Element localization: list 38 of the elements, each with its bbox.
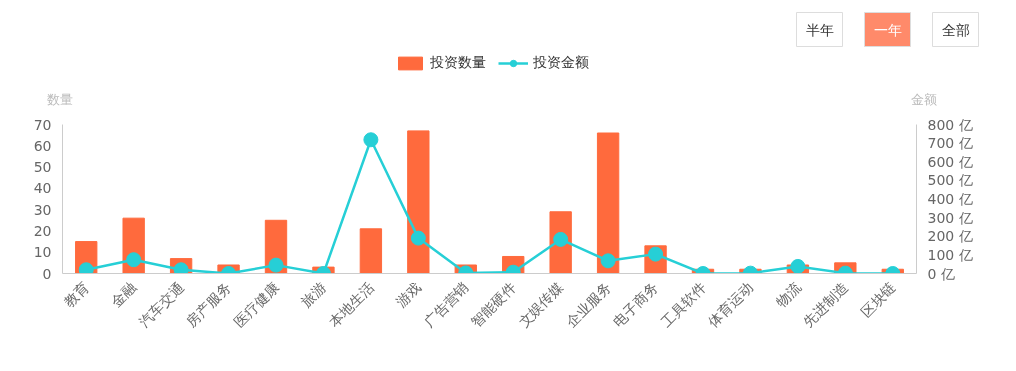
- y2-axis-title: 金额: [910, 91, 937, 107]
- x-tick-label: 医疗健康: [230, 278, 282, 330]
- text: 全部: [941, 21, 970, 38]
- point: [790, 258, 806, 274]
- y-axis-title: 数量: [46, 91, 73, 107]
- x-tick-label: 区块链: [857, 278, 899, 320]
- y2-tick-label: 100 亿: [927, 246, 973, 263]
- y2-tick-label: 500 亿: [927, 172, 973, 189]
- y-tick-label: 30: [33, 201, 52, 218]
- y2-tick-label: 700 亿: [927, 135, 973, 152]
- bar: [407, 130, 430, 274]
- legend-label: 投资金额: [533, 54, 589, 72]
- y2-tick-label: 0 亿: [927, 265, 955, 282]
- y-tick-label: 70: [33, 116, 52, 133]
- point: [410, 230, 426, 246]
- text: 半年: [805, 21, 834, 38]
- x-tick-label: 游戏: [392, 278, 424, 310]
- x-tick-label: 金融: [108, 278, 140, 310]
- y-tick-label: 0: [42, 265, 52, 282]
- x-tick-label: 物流: [772, 278, 804, 310]
- bar: [359, 228, 383, 274]
- point: [363, 132, 379, 148]
- x-tick-label: 教育: [60, 278, 92, 310]
- legend-label: 投资数量: [430, 54, 486, 72]
- y-tick-label: 20: [33, 222, 52, 239]
- y-tick-label: 60: [33, 137, 52, 154]
- point: [173, 262, 189, 274]
- y2-tick-label: 200 亿: [927, 228, 973, 245]
- y-tick-label: 10: [33, 244, 52, 261]
- y2-tick-label: 400 亿: [927, 191, 973, 207]
- y2-tick-label: 600 亿: [927, 153, 973, 170]
- y2-tick-label: 800 亿: [927, 116, 973, 133]
- y-tick-label: 50: [33, 159, 52, 176]
- text: 一年: [873, 21, 902, 38]
- bar: [596, 132, 620, 274]
- point: [78, 262, 94, 274]
- y2-tick-label: 300 亿: [927, 209, 973, 226]
- y-tick-label: 40: [33, 180, 52, 197]
